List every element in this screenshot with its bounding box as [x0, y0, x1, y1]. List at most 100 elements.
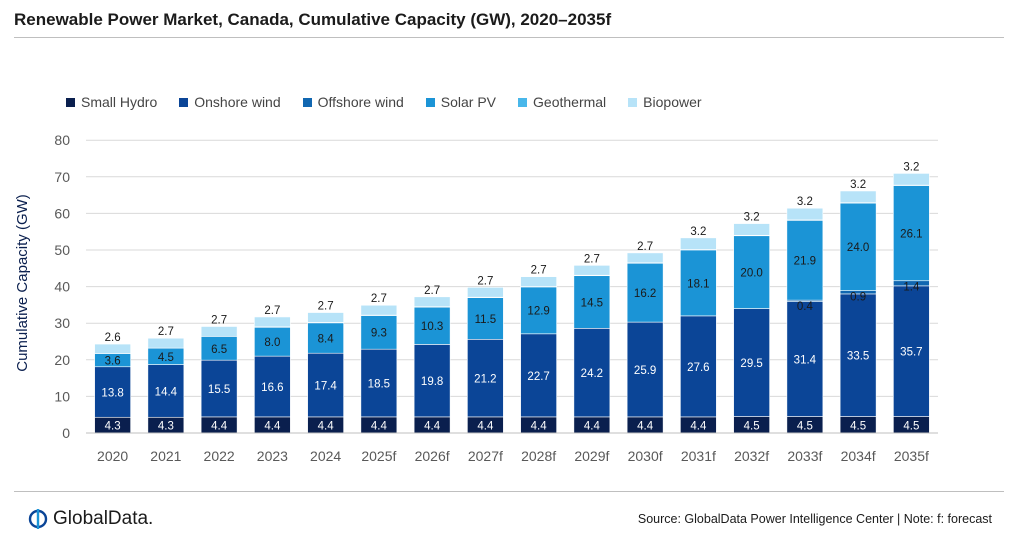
- data-label: 16.6: [261, 382, 283, 394]
- data-label: 4.4: [371, 420, 388, 432]
- bar-segment: [413, 296, 451, 307]
- bar-segment: [147, 337, 185, 349]
- title-divider: [14, 37, 1004, 38]
- data-label: 4.4: [690, 420, 707, 432]
- data-label: 11.5: [475, 314, 497, 326]
- x-tick-label: 2034f: [841, 448, 876, 464]
- data-label: 3.2: [850, 179, 866, 191]
- data-label: 10.3: [421, 321, 443, 333]
- data-label: 4.5: [158, 352, 174, 364]
- bar-segment: [680, 249, 717, 317]
- data-label: 18.5: [368, 379, 390, 391]
- bar-segment: [893, 285, 930, 417]
- data-label: 9.3: [371, 328, 387, 340]
- y-axis-label: Cumulative Capacity (GW): [14, 194, 31, 372]
- data-label: 3.2: [903, 161, 919, 173]
- x-tick-label: 2020: [97, 448, 128, 464]
- data-label: 21.9: [794, 256, 816, 268]
- legend-swatch: [302, 97, 312, 107]
- x-tick-label: 2025f: [361, 448, 396, 464]
- page-title: Renewable Power Market, Canada, Cumulati…: [14, 10, 612, 29]
- bar-segment: [839, 190, 877, 203]
- bar-segment: [626, 321, 664, 418]
- data-label: 3.2: [744, 212, 760, 224]
- data-label: 3.2: [690, 226, 706, 238]
- bar-segment: [413, 344, 451, 418]
- data-label: 4.4: [211, 420, 228, 432]
- bar-segment: [520, 276, 557, 287]
- bar-segment: [573, 328, 611, 418]
- legend-label: Offshore wind: [317, 94, 404, 110]
- y-tick-label: 0: [62, 425, 70, 441]
- y-tick-label: 60: [54, 205, 70, 221]
- data-label: 25.9: [634, 365, 656, 377]
- data-label: 3.6: [105, 356, 121, 368]
- data-label: 12.9: [527, 306, 549, 318]
- data-label: 2.7: [584, 253, 600, 265]
- data-label: 4.3: [105, 421, 121, 433]
- bar-segment: [733, 235, 770, 309]
- data-label: 8.0: [264, 337, 280, 349]
- data-label: 13.8: [101, 388, 123, 400]
- bar-segment: [254, 355, 291, 418]
- y-tick-label: 20: [54, 352, 70, 368]
- data-label: 14.5: [581, 297, 603, 309]
- bar-segment: [786, 301, 824, 417]
- y-tick-label: 80: [54, 132, 70, 148]
- x-tick-label: 2027f: [468, 448, 503, 464]
- data-label: 4.4: [531, 420, 548, 432]
- data-label: 4.4: [477, 420, 494, 432]
- data-label: 4.5: [903, 420, 919, 432]
- data-label: 26.1: [900, 228, 922, 240]
- x-tick-label: 2023: [257, 448, 288, 464]
- x-tick-label: 2029f: [574, 448, 609, 464]
- data-label: 2.7: [371, 293, 387, 305]
- legend-item: Offshore wind: [302, 94, 404, 110]
- y-tick-label: 10: [54, 388, 70, 404]
- bar-segment: [520, 333, 557, 418]
- data-label: 3.2: [797, 196, 813, 208]
- bar-segment: [680, 315, 717, 418]
- x-tick-label: 2032f: [734, 448, 769, 464]
- globaldata-logo: GlobalData.: [28, 508, 153, 530]
- bar-segment: [680, 237, 717, 250]
- x-tick-label: 2030f: [628, 448, 663, 464]
- bar-segment: [200, 326, 238, 337]
- data-label: 20.0: [740, 267, 762, 279]
- data-label: 4.5: [797, 420, 813, 432]
- data-label: 15.5: [208, 384, 230, 396]
- bar-segment: [893, 184, 930, 282]
- bar-segment: [467, 286, 504, 298]
- y-tick-label: 70: [54, 169, 70, 185]
- data-label: 4.4: [318, 420, 335, 432]
- bar-segment: [467, 296, 504, 340]
- legend-item: Solar PV: [425, 94, 496, 110]
- data-label: 2.7: [531, 265, 547, 277]
- legend-item: Small Hydro: [66, 94, 157, 110]
- x-tick-label: 2031f: [681, 448, 716, 464]
- bar-segment: [786, 207, 824, 221]
- legend-label: Onshore wind: [194, 94, 281, 110]
- logo-text: GlobalData.: [53, 508, 154, 529]
- bar-segment: [893, 173, 930, 186]
- y-tick-label: 40: [54, 279, 70, 295]
- data-label: 14.4: [155, 386, 178, 398]
- data-label: 24.0: [847, 242, 869, 254]
- data-label: 4.5: [850, 420, 866, 432]
- bar-segment: [307, 352, 344, 418]
- data-label: 2.7: [637, 241, 653, 253]
- bar-segment: [520, 286, 557, 335]
- footer-divider: [14, 491, 1004, 492]
- x-tick-label: 2021: [150, 448, 181, 464]
- legend-swatch: [628, 97, 638, 107]
- bar-segment: [360, 304, 398, 316]
- data-label: 4.5: [744, 420, 760, 432]
- data-label: 16.2: [634, 288, 656, 300]
- data-label: 4.4: [264, 420, 281, 432]
- x-tick-label: 2033f: [787, 448, 822, 464]
- data-label: 27.6: [687, 362, 709, 374]
- bar-segment: [147, 364, 185, 418]
- data-label: 0.9: [850, 292, 866, 304]
- legend-item: Geothermal: [518, 94, 606, 110]
- bar-segment: [467, 339, 504, 418]
